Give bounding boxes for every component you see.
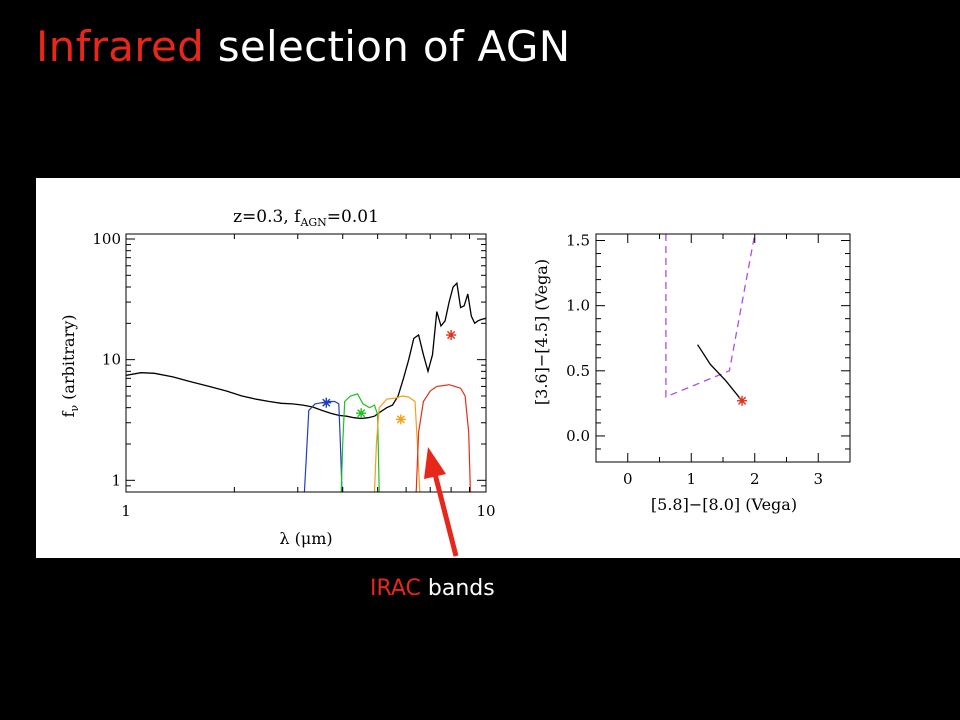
slide-title-highlight: Infrared xyxy=(36,22,205,71)
agn-wedge-boundary xyxy=(665,234,756,398)
sed-x-tick-label: 10 xyxy=(476,502,495,520)
sed-axes-frame xyxy=(125,233,487,493)
color-x-tick-label: 2 xyxy=(750,470,760,488)
color-x-tick-label: 3 xyxy=(813,470,823,488)
sed-y-tick-label: 10 xyxy=(102,351,121,369)
irac-band-4 xyxy=(415,384,471,492)
irac-band-2 xyxy=(340,393,380,492)
color-y-tick-label: 1.0 xyxy=(566,297,590,315)
callout-caption: IRAC bands xyxy=(370,576,495,601)
callout-caption-highlight: IRAC xyxy=(370,576,421,601)
slide-title-rest: selection of AGN xyxy=(204,22,571,71)
sed-x-tick-label: 1 xyxy=(121,502,131,520)
callout-caption-rest: bands xyxy=(420,576,495,601)
color-y-tick-label: 0.0 xyxy=(566,427,590,445)
colour-track xyxy=(697,344,743,402)
sed-x-axis-label: λ (μm) xyxy=(279,529,332,548)
slide-title: Infrared selection of AGN xyxy=(36,22,570,71)
sed-curve xyxy=(126,281,486,420)
color-x-axis-label: [5.8]−[8.0] (Vega) xyxy=(651,495,797,514)
color-plot-area xyxy=(665,234,756,406)
sed-ticks: 1 10 1 10 100 xyxy=(92,230,495,520)
figure-background xyxy=(36,178,960,558)
sed-photometry-point-1 xyxy=(321,397,332,408)
irac-band-3 xyxy=(373,395,421,492)
sed-y-tick-label: 100 xyxy=(92,230,121,248)
sed-photometry-point-2 xyxy=(356,408,367,419)
sed-plot-area xyxy=(126,281,486,492)
color-x-tick-label: 0 xyxy=(623,470,633,488)
colour-point-1 xyxy=(737,395,748,406)
color-ticks: 0 1 2 3 0.0 0.5 1.0 1.5 xyxy=(566,232,851,488)
color-x-tick-label: 1 xyxy=(686,470,696,488)
sed-y-tick-label: 1 xyxy=(111,471,121,489)
color-y-tick-label: 1.5 xyxy=(566,232,590,250)
color-y-tick-label: 0.5 xyxy=(566,362,590,380)
sed-photometry-point-4 xyxy=(446,330,457,341)
sed-y-axis-label: fν (arbitrary) xyxy=(59,314,81,417)
color-color-chart: 0 1 2 3 0.0 0.5 1.0 1.5 [5.8]−[8.0] (Vega) [3.6… xyxy=(532,232,851,514)
figure-panel: z=0.3, fAGN=0.01 1 10 1 10 100 λ (μm) fν (ar… xyxy=(36,178,960,558)
sed-photometry-point-3 xyxy=(395,414,406,425)
color-y-axis-label: [3.6]−[4.5] (Vega) xyxy=(532,259,551,405)
sed-chart-title: z=0.3, fAGN=0.01 xyxy=(233,207,379,229)
sed-chart: z=0.3, fAGN=0.01 1 10 1 10 100 λ (μm) fν (ar… xyxy=(59,207,496,548)
